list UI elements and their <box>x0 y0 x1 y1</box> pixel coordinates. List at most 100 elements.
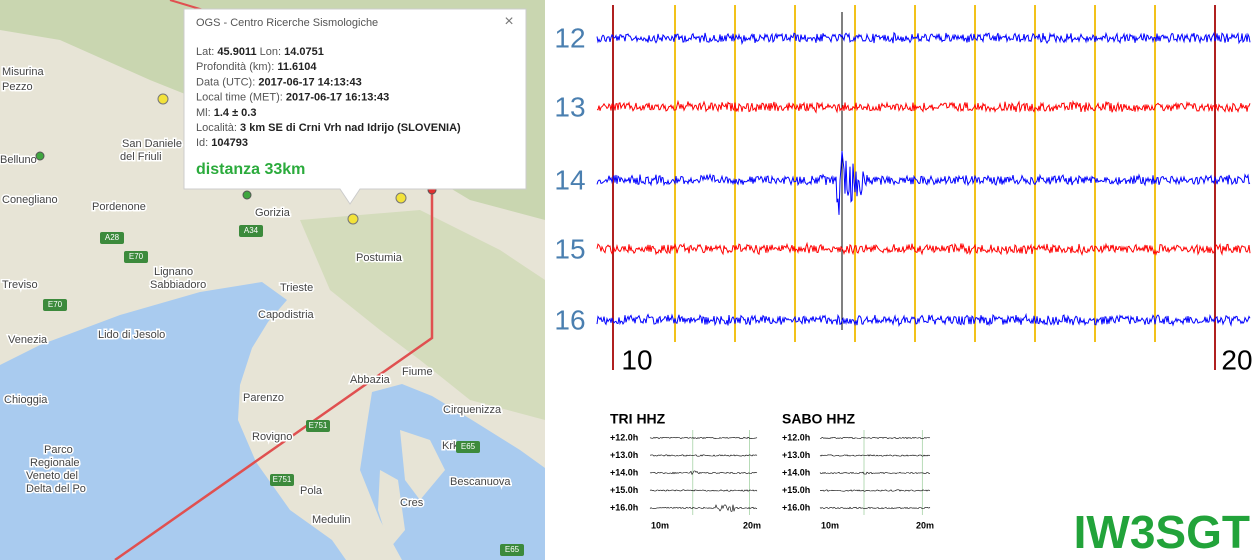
thumb-row-label: +16.0h <box>782 502 810 512</box>
road-label: E65 <box>461 442 476 451</box>
place-label: Cirquenizza <box>443 404 502 416</box>
minute-label: 20 <box>1221 344 1252 375</box>
station-label: IW3SGT <box>1074 506 1250 558</box>
thumb-trace <box>819 436 931 440</box>
thumb-x-label: 10m <box>821 520 839 530</box>
map-karst <box>300 210 545 420</box>
thumb-trace <box>819 506 931 510</box>
place-label: Belluno <box>0 154 37 166</box>
place-label: Pola <box>300 485 323 497</box>
pin[interactable] <box>157 93 169 105</box>
popup-row: Data (UTC): 2017-06-17 14:13:43 <box>196 76 362 88</box>
place-label: San Daniele <box>122 138 182 150</box>
pin[interactable] <box>395 192 407 204</box>
popup-box <box>183 8 527 205</box>
thumb-x-label: 20m <box>916 520 934 530</box>
place-label: Delta del Po <box>26 483 86 495</box>
place-label: Capodistria <box>258 309 315 321</box>
thumb-x-label: 10m <box>651 520 669 530</box>
place-label: Pezzo <box>2 81 33 93</box>
map-sea <box>360 384 545 560</box>
road-shield <box>456 441 480 453</box>
thumb-row-label: +12.0h <box>782 432 810 442</box>
thumb-row-label: +15.0h <box>782 485 810 495</box>
road-label: E751 <box>309 421 328 430</box>
place-label: Trieste <box>280 282 313 294</box>
thumb-trace <box>649 504 758 512</box>
map-sea <box>0 282 346 560</box>
thumb-x-label: 20m <box>743 520 761 530</box>
place-label: del Friuli <box>120 151 162 163</box>
place-label: Parenzo <box>243 392 284 404</box>
field-label: Profondità (km): <box>196 61 277 73</box>
field-value: 11.6104 <box>277 61 317 73</box>
thumb-row-label: +14.0h <box>610 467 638 477</box>
place-label: Treviso <box>2 279 38 291</box>
place-label: Gorizia <box>255 207 291 219</box>
thumb-trace <box>649 489 758 492</box>
place-label: Parco <box>44 444 73 456</box>
place-label: Rovigno <box>252 431 292 443</box>
thumb-row-label: +13.0h <box>610 450 638 460</box>
place-label: Lignano <box>154 266 193 278</box>
pin[interactable] <box>242 190 252 200</box>
popup-row: Profondità (km): 11.6104 <box>196 61 317 73</box>
thumb-row-label: +12.0h <box>610 432 638 442</box>
place-label: Abbazia <box>350 374 391 386</box>
distance-line <box>114 190 434 560</box>
field-label: Data (UTC): <box>196 76 258 88</box>
place-label: Pordenone <box>92 201 146 213</box>
thumb-trace <box>649 454 758 457</box>
thumb-trace <box>819 471 931 475</box>
pin[interactable] <box>35 151 45 161</box>
popup-row: Località: 3 km SE di Crni Vrh nad Idrijo… <box>196 122 461 134</box>
thumbnails: TRI HHZ +12.0h +13.0h +14.0h +15.0h +16.0h 10m… <box>610 411 934 531</box>
road-label: E70 <box>129 252 144 261</box>
place-label: Lido di Jesolo <box>98 329 165 341</box>
place-label: Venezia <box>8 334 48 346</box>
road-shield <box>100 232 124 244</box>
popup-row: Lat: 45.9011 Lon: 14.0751 <box>196 46 324 58</box>
hour-label: 16 <box>554 304 585 335</box>
thumb-trace <box>819 454 931 457</box>
field-label: Local time (MET): <box>196 92 286 104</box>
hour-label: 14 <box>554 164 585 195</box>
place-label: Cres <box>400 497 424 509</box>
popup-row: Ml: 1.4 ± 0.3 <box>196 107 256 119</box>
road-label: E65 <box>505 545 520 554</box>
place-label: Postumia <box>356 252 403 264</box>
thumb-trace <box>649 436 758 440</box>
field-value: 1.4 ± 0.3 <box>214 107 257 119</box>
hour-label: 13 <box>554 91 585 122</box>
thumb-row-label: +13.0h <box>782 450 810 460</box>
field-label: Lon: <box>257 46 285 58</box>
place-label: Conegliano <box>2 194 58 206</box>
popup-row: Local time (MET): 2017-06-17 16:13:43 <box>196 92 389 104</box>
thumb-title: TRI HHZ <box>610 411 666 427</box>
popup-distance: distanza 33km <box>196 161 305 178</box>
place-label: Chioggia <box>4 394 48 406</box>
road-label: A34 <box>244 226 259 235</box>
trace <box>596 99 1251 114</box>
popup-close[interactable]: × <box>504 13 513 30</box>
popup: OGS - Centro Ricerche Sismologiche × Lat… <box>183 8 527 205</box>
seismogram: 12 13 14 15 16 10 20 <box>554 5 1253 375</box>
popup-row: Id: 104793 <box>196 137 248 149</box>
hour-label: 15 <box>554 233 585 264</box>
field-value: 3 km SE di Crni Vrh nad Idrijo (SLOVENIA… <box>240 122 461 134</box>
field-value: 104793 <box>211 137 248 149</box>
thumb-title: SABO HHZ <box>782 411 856 427</box>
field-label: Lat: <box>196 46 217 58</box>
road-label: A28 <box>105 233 120 242</box>
trace <box>596 150 1251 215</box>
place-label: Medulin <box>312 514 351 526</box>
pin[interactable] <box>347 213 359 225</box>
road-label: E751 <box>273 475 292 484</box>
trace <box>596 312 1251 327</box>
popup-rows: Lat: 45.9011 Lon: 14.0751 Profondità (km)… <box>196 46 461 149</box>
thumb-trace <box>819 489 931 492</box>
minute-label: 10 <box>621 344 652 375</box>
place-label: Regionale <box>30 457 80 469</box>
